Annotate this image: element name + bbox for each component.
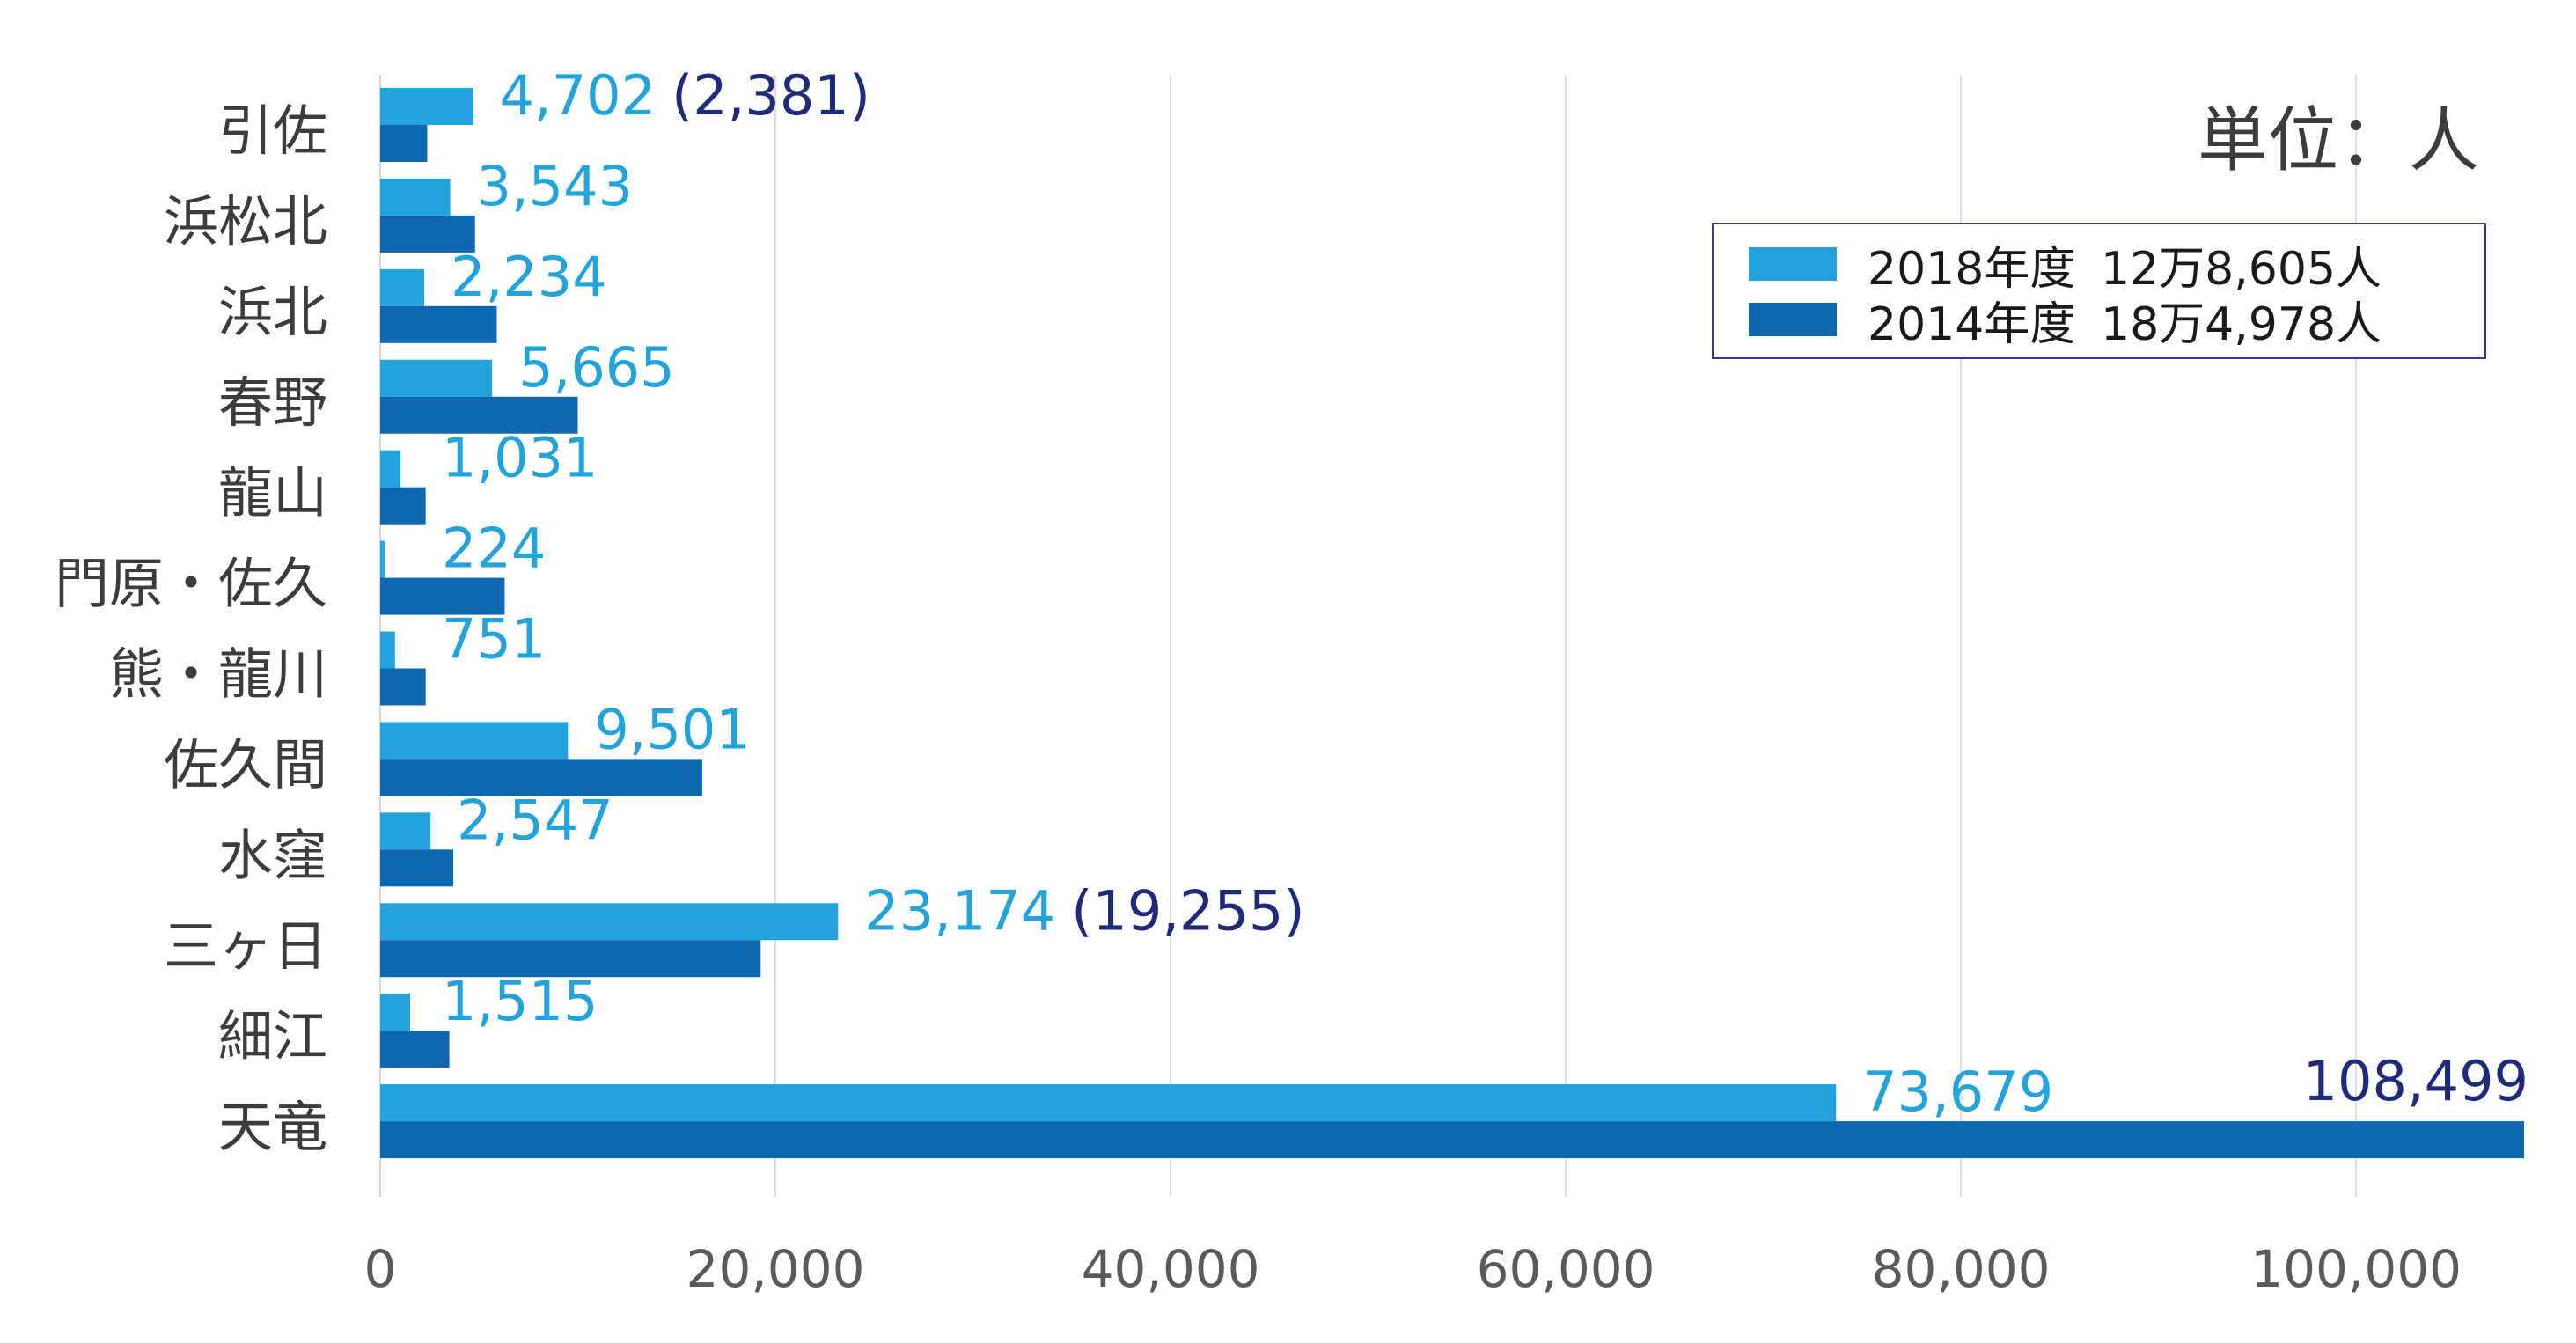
bar-2018 [380,359,493,397]
bar-2014 [380,940,761,978]
bar-2014 [380,1121,2524,1159]
bar-2014 [380,305,497,343]
x-tick-label: 80,000 [1872,1239,2051,1299]
category-label: 門原・佐久 [55,552,327,616]
data-label-2018: 4,702 [500,63,657,128]
data-label-2018: 23,174 [864,878,1055,943]
bar-2018 [380,994,411,1031]
bar-2018 [380,450,401,488]
category-label: 春野 [218,371,327,435]
category-label: 細江 [218,1004,327,1068]
category-label: 熊・龍川 [109,642,327,707]
data-label-2014: (2,381) [672,63,870,128]
x-tick-label: 20,000 [686,1239,865,1299]
bar-2014 [380,487,426,525]
x-tick-label: 60,000 [1477,1239,1655,1299]
data-label-2018: 1,515 [442,969,598,1033]
data-labels: 4,702 (2,381) 3,543 2,234 5,665 1,031 224 751 9,… [442,63,2528,1124]
legend: 2018年度 12万8,605人 2014年度 18万4,978人 [1712,223,2486,359]
category-label: 引佐 [218,99,327,163]
data-label-2018: 3,543 [477,154,634,218]
data-label-2018: 224 [442,517,546,581]
data-label-2018: 751 [442,607,546,672]
category-label: 浜北 [218,280,327,344]
bar-2014 [380,849,454,887]
bar-2018 [380,178,451,216]
data-label-2018: 2,547 [457,788,613,852]
bar-2014 [380,215,475,253]
data-label-2018: 1,031 [442,426,598,490]
legend-total-2014: 18万4,978人 [2101,297,2382,351]
x-tick-label: 40,000 [1082,1239,1260,1299]
bar-2018 [380,88,473,125]
bar-2018 [380,1084,1837,1122]
bar-2018 [380,812,431,850]
data-label-2018: 9,501 [594,697,751,761]
bars [380,88,2524,1159]
x-tick-label: 100,000 [2250,1239,2462,1299]
bar-2014 [380,577,505,615]
bar-2014 [380,396,578,434]
category-label: 龍山 [218,461,327,525]
category-label: 浜松北 [164,189,327,253]
x-tick-label: 0 [364,1239,397,1299]
legend-swatch-2014 [1749,303,1837,336]
bar-2018 [380,903,839,941]
data-label-2014: (19,255) [1071,878,1304,943]
x-tick-labels: 0 20,000 40,000 60,000 80,000 100,000 [364,1239,2462,1299]
legend-label-2018: 2018年度 [1868,242,2076,296]
bar-2014 [380,759,702,796]
legend-item-2018: 2018年度 12万8,605人 [1749,238,2382,296]
bar-2018 [380,722,569,760]
category-label: 水窪 [218,823,327,887]
legend-item-2014: 2014年度 18万4,978人 [1749,293,2382,351]
category-label: 天竜 [218,1095,327,1159]
data-label-2018: 5,665 [518,335,675,400]
category-label: 三ヶ日 [164,914,327,978]
bar-2018 [380,540,385,578]
data-label-2014: 108,499 [2303,1049,2528,1113]
bar-2018 [380,268,425,306]
data-label-2018: 2,234 [451,245,607,309]
legend-label-2014: 2014年度 [1868,297,2076,351]
unit-label: 単位：人 [2198,99,2479,181]
bar-2014 [380,125,428,162]
bar-2014 [380,668,426,706]
bar-2018 [380,631,395,669]
data-label-2018: 73,679 [1862,1060,2053,1124]
bar-2014 [380,1031,450,1068]
category-label: 佐久間 [164,732,327,796]
legend-swatch-2018 [1749,247,1837,281]
legend-total-2018: 12万8,605人 [2101,242,2382,296]
